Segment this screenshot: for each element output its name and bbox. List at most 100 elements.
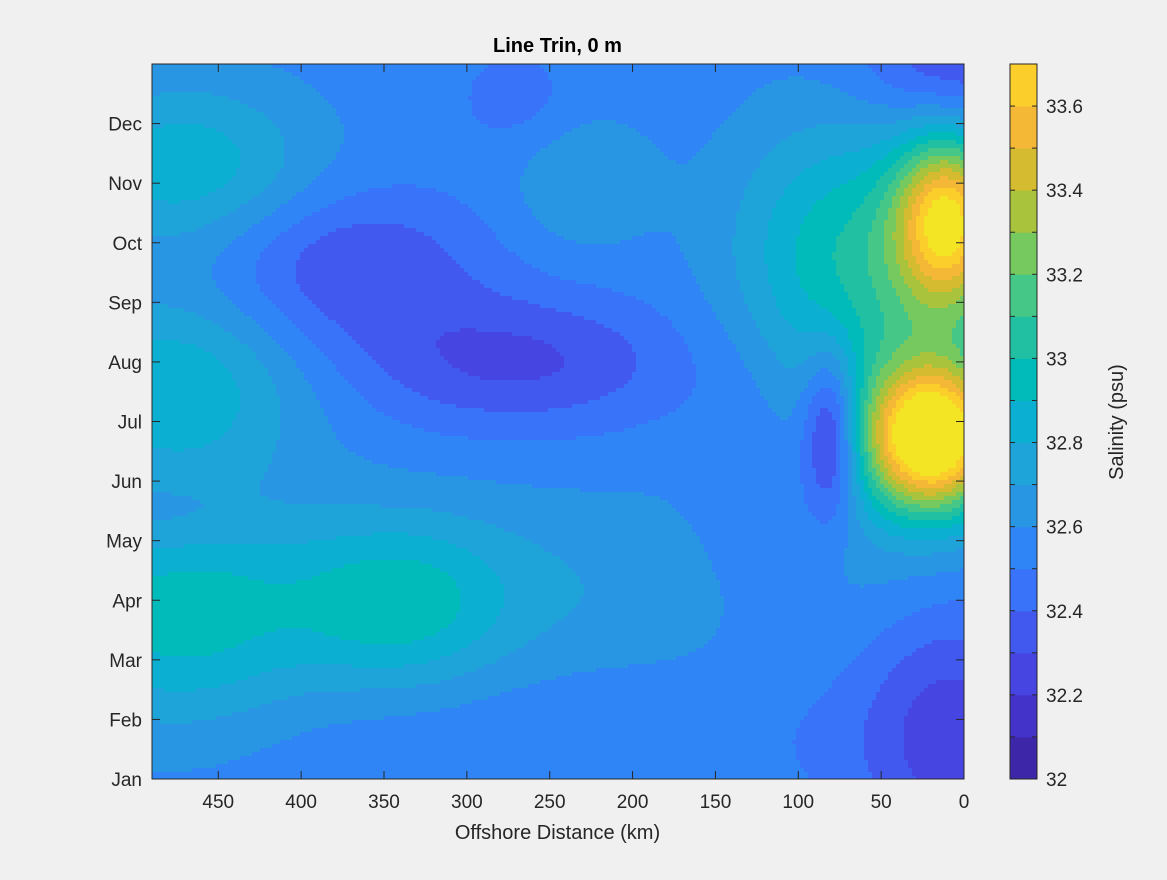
contour-cell [476,120,481,125]
contour-cell [660,112,665,117]
contour-cell [724,88,729,93]
contour-cell [268,160,273,165]
contour-cell [492,120,497,125]
contour-cell [516,144,521,149]
contour-cell [272,76,277,81]
contour-cell [888,132,893,137]
contour-cell [396,112,401,117]
contour-cell [936,84,941,89]
contour-cell [184,116,189,121]
contour-cell [264,108,269,113]
contour-cell [808,76,813,81]
contour-cell [656,84,661,89]
contour-cell [656,72,661,77]
contour-cell [272,140,277,145]
contour-cell [440,76,445,81]
contour-cell [912,64,917,69]
contour-cell [524,84,529,89]
contour-cell [816,120,821,125]
contour-cell [528,100,533,105]
contour-cell [484,136,489,141]
contour-cell [436,72,441,77]
contour-cell [324,144,329,149]
contour-cell [348,84,353,89]
contour-cell [808,136,813,141]
contour-cell [728,96,733,101]
contour-cell [864,132,869,137]
contour-cell [796,116,801,121]
contour-cell [620,68,625,73]
contour-cell [836,148,841,153]
contour-cell [380,108,385,113]
contour-cell [272,148,277,153]
contour-cell [544,68,549,73]
contour-cell [380,88,385,93]
contour-cell [188,132,193,137]
contour-cell [632,156,637,161]
contour-cell [476,132,481,137]
contour-cell [164,148,169,153]
contour-cell [340,156,345,161]
contour-cell [232,64,237,69]
contour-cell [640,148,645,153]
contour-cell [324,136,329,141]
contour-cell [956,88,961,93]
contour-cell [948,132,953,137]
contour-cell [636,104,641,109]
contour-cell [352,144,357,149]
contour-cell [468,124,473,129]
contour-cell [536,112,541,117]
contour-cell [444,96,449,101]
contour-cell [928,72,933,77]
contour-cell [628,68,633,73]
contour-cell [376,148,381,153]
contour-cell [444,88,449,93]
contour-cell [580,64,585,69]
contour-cell [580,132,585,137]
contour-cell [512,116,517,121]
contour-cell [624,100,629,105]
contour-cell [732,144,737,149]
contour-cell [544,84,549,89]
contour-cell [180,124,185,129]
contour-cell [360,72,365,77]
contour-cell [880,124,885,129]
contour-cell [432,148,437,153]
contour-cell [832,144,837,149]
contour-cell [376,100,381,105]
contour-cell [528,72,533,77]
contour-cell [596,156,601,161]
contour-cell [948,108,953,113]
contour-cell [688,140,693,145]
contour-cell [576,108,581,113]
contour-cell [192,140,197,145]
contour-cell [336,116,341,121]
contour-cell [384,140,389,145]
contour-cell [768,112,773,117]
contour-cell [284,140,289,145]
contour-cell [628,124,633,129]
contour-cell [348,92,353,97]
contour-cell [312,112,317,117]
contour-cell [280,80,285,85]
contour-cell [204,120,209,125]
contour-cell [636,140,641,145]
contour-cell [644,104,649,109]
contour-cell [812,100,817,105]
contour-cell [544,64,549,69]
contour-cell [928,148,933,153]
contour-cell [844,76,849,81]
contour-cell [284,108,289,113]
contour-cell [768,72,773,77]
contour-cell [636,68,641,73]
contour-cell [452,100,457,105]
contour-cell [328,136,333,141]
contour-cell [368,144,373,149]
contour-cell [244,140,249,145]
contour-cell [228,152,233,157]
contour-cell [752,152,757,157]
contour-cell [428,140,433,145]
contour-cell [484,128,489,133]
contour-cell [324,84,329,89]
contour-cell [804,108,809,113]
